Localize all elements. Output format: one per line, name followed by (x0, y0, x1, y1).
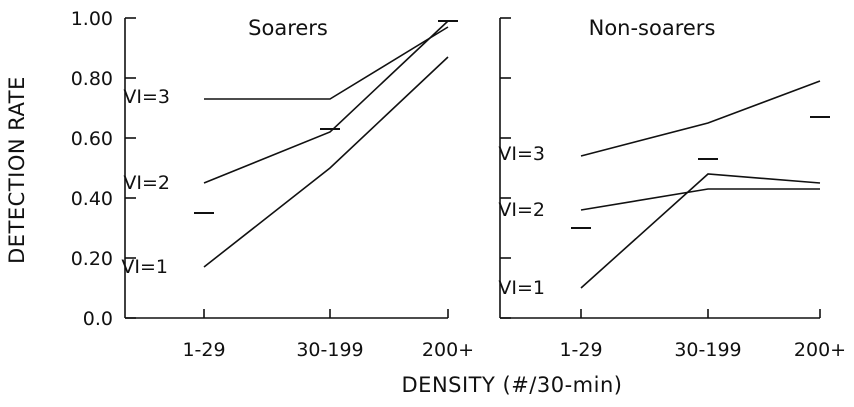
y-tick-label: 0.80 (71, 68, 113, 90)
series-label: VI=2 (498, 199, 545, 221)
x-tick-label: 1-29 (559, 339, 602, 361)
series-line-vi-3 (580, 80, 821, 157)
x-axis-title: DENSITY (#/30-min) (402, 373, 623, 397)
y-tick-label: 1.00 (71, 8, 113, 30)
series-line-vi-2 (203, 20, 449, 184)
series-line-vi-3 (204, 26, 449, 100)
series-label: VI=3 (498, 143, 545, 165)
y-tick-label: 0.0 (83, 308, 113, 330)
series-label: VI=1 (121, 256, 168, 278)
series-label: VI=2 (123, 172, 170, 194)
x-tick-label: 1-29 (182, 339, 225, 361)
y-tick-label: 0.20 (71, 248, 113, 270)
panel-title: Soarers (248, 16, 328, 40)
x-tick-label: 200+ (422, 339, 474, 361)
x-tick-label: 30-199 (296, 339, 363, 361)
series-line-vi-1 (580, 173, 821, 289)
series-label: VI=1 (498, 277, 545, 299)
x-tick-label: 200+ (794, 339, 846, 361)
y-axis-title: DETECTION RATE (5, 76, 29, 264)
x-tick-label: 30-199 (674, 339, 741, 361)
panels: Soarers 0.0 0.20 0.40 0.60 0.80 1.00 1-29 30-199… (71, 8, 846, 361)
series-line-vi-1 (203, 56, 449, 268)
panel-soarers: Soarers 0.0 0.20 0.40 0.60 0.80 1.00 1-29 30-199… (71, 8, 474, 361)
panel-title: Non-soarers (589, 16, 716, 40)
series-line-vi-2 (580, 188, 820, 211)
y-tick-label: 0.40 (71, 188, 113, 210)
panel-non-soarers: Non-soarers 1-29 30-199 200+ VI=3 VI=2 VI=1 (498, 16, 846, 361)
y-tick-label: 0.60 (71, 128, 113, 150)
series-label: VI=3 (123, 86, 170, 108)
